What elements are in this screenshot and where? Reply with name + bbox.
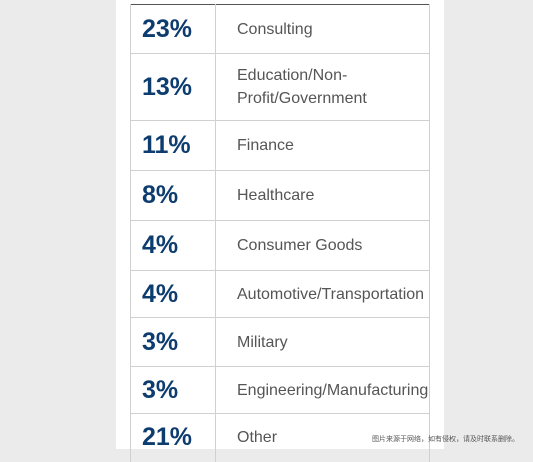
percent-value: 8% (130, 170, 216, 221)
percent-value: 4% (130, 220, 216, 271)
industry-label: Consumer Goods (215, 220, 430, 271)
industry-breakdown-table: 23% Consulting 13% Education/Non-Profit/… (130, 4, 430, 462)
percent-value: 11% (130, 120, 216, 171)
document-page: 23% Consulting 13% Education/Non-Profit/… (116, 0, 444, 462)
table-row: 4% Consumer Goods (130, 220, 430, 271)
table-row: 8% Healthcare (130, 170, 430, 221)
percent-value: 21% (130, 413, 216, 462)
percent-value: 13% (130, 53, 216, 121)
industry-label: Automotive/Transportation (215, 270, 430, 318)
table-row: 3% Military (130, 317, 430, 367)
table-row: 23% Consulting (130, 4, 430, 54)
percent-value: 3% (130, 366, 216, 414)
table-row: 3% Engineering/Manufacturing (130, 366, 430, 414)
percent-value: 23% (130, 4, 216, 54)
industry-label: Education/Non-Profit/Government (215, 53, 430, 121)
industry-label: Consulting (215, 4, 430, 54)
table-row: 4% Automotive/Transportation (130, 270, 430, 318)
industry-label: Military (215, 317, 430, 367)
watermark-text: 图片来源于网络，如有侵权，请及时联系删除。 (372, 435, 519, 443)
table-row: 13% Education/Non-Profit/Government (130, 53, 430, 121)
industry-label: Engineering/Manufacturing (215, 366, 430, 414)
table-row: 11% Finance (130, 120, 430, 171)
percent-value: 4% (130, 270, 216, 318)
industry-label: Healthcare (215, 170, 430, 221)
industry-label: Finance (215, 120, 430, 171)
percent-value: 3% (130, 317, 216, 367)
